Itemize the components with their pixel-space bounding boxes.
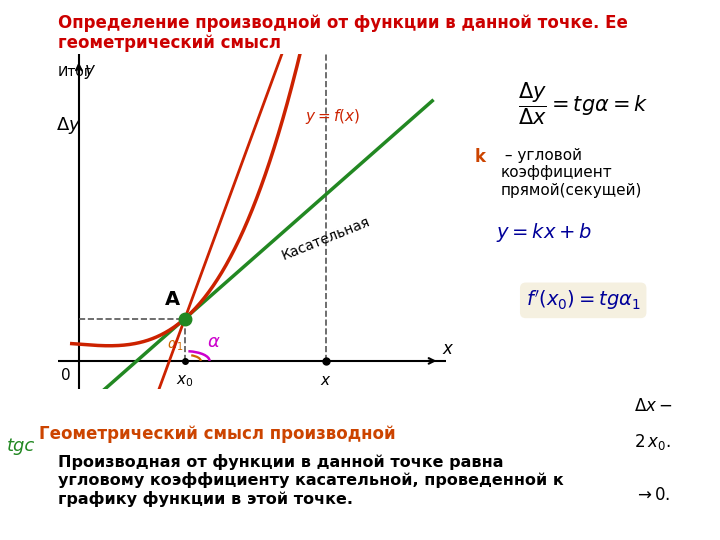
Text: tgc: tgc <box>7 437 35 455</box>
Text: $2\,x_0.$: $2\,x_0.$ <box>634 432 670 452</box>
Text: $\dfrac{\Delta y}{\Delta x} = tg\alpha = k$: $\dfrac{\Delta y}{\Delta x} = tg\alpha =… <box>518 81 649 127</box>
Text: $\Delta x -$: $\Delta x -$ <box>634 397 672 415</box>
Text: 0: 0 <box>60 368 71 383</box>
Text: – угловой
коэффициент
прямой(секущей): – угловой коэффициент прямой(секущей) <box>500 148 642 198</box>
Text: x: x <box>443 340 453 358</box>
Text: A: A <box>165 289 180 309</box>
Text: $\alpha_1$: $\alpha_1$ <box>167 339 184 353</box>
Text: $x_0$: $x_0$ <box>176 373 194 389</box>
Text: $\to 0.$: $\to 0.$ <box>634 486 670 504</box>
Text: $\Delta y$: $\Delta y$ <box>55 116 81 136</box>
Text: y: y <box>84 60 94 79</box>
Text: $x$: $x$ <box>320 373 332 388</box>
Text: $\alpha$: $\alpha$ <box>207 333 221 351</box>
Text: Производная от функции в данной точке равна
угловому коэффициенту касательной, п: Производная от функции в данной точке ра… <box>58 454 564 507</box>
Text: k: k <box>474 148 485 166</box>
Text: $f'(x_0) = tg\alpha_1$: $f'(x_0) = tg\alpha_1$ <box>526 288 641 312</box>
Text: $y = kx + b$: $y = kx + b$ <box>496 221 593 245</box>
Text: Геометрический смысл производной: Геометрический смысл производной <box>39 426 396 443</box>
Text: Определение производной от функции в данной точке. Ее
геометрический смысл: Определение производной от функции в дан… <box>58 14 627 52</box>
Text: $y = f(x)$: $y = f(x)$ <box>305 107 360 126</box>
Text: Касательная: Касательная <box>280 214 372 262</box>
Text: ▲: ▲ <box>690 517 700 531</box>
Text: Итог: Итог <box>58 65 92 79</box>
